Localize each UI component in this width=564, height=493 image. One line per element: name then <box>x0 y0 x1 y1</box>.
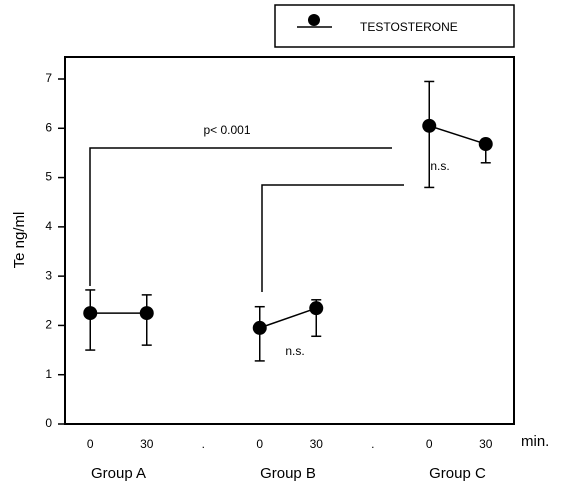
y-tick-label: 6 <box>45 120 52 134</box>
plot-frame <box>64 56 515 425</box>
data-point <box>422 118 437 133</box>
annotation: n.s. <box>285 344 304 358</box>
bracket <box>89 147 392 286</box>
x-tick-label: 0 <box>87 437 94 451</box>
x-tick-label: 30 <box>310 437 324 451</box>
y-tick-label: 1 <box>45 367 52 381</box>
x-tick-label: . <box>371 437 374 451</box>
y-tick-label: 7 <box>45 71 52 85</box>
y-tick-label: 2 <box>45 318 52 332</box>
series-line <box>90 125 486 329</box>
data-point <box>309 301 324 316</box>
x-unit-label: min. <box>521 433 549 450</box>
data-point <box>139 306 154 321</box>
data-point <box>478 137 493 152</box>
data-point <box>252 320 267 335</box>
group-label: Group B <box>260 465 316 482</box>
x-tick-label: 0 <box>426 437 433 451</box>
legend-box <box>274 4 515 48</box>
x-tick-label: 30 <box>479 437 493 451</box>
y-tick-label: 0 <box>45 416 52 430</box>
annotation: p< 0.001 <box>203 123 250 137</box>
x-tick-label: 0 <box>256 437 263 451</box>
y-tick-label: 4 <box>45 219 52 233</box>
group-label: Group C <box>429 465 486 482</box>
y-tick-label: 3 <box>45 268 52 282</box>
group-label: Group A <box>91 465 146 482</box>
data-point <box>83 306 98 321</box>
x-tick-label: . <box>202 437 205 451</box>
y-axis-label: Te ng/ml <box>11 212 28 269</box>
y-tick-label: 5 <box>45 170 52 184</box>
bracket <box>261 184 404 292</box>
annotation: n.s. <box>430 159 449 173</box>
legend-marker <box>308 14 320 26</box>
legend-label: TESTOSTERONE <box>360 20 458 34</box>
x-tick-label: 30 <box>140 437 154 451</box>
